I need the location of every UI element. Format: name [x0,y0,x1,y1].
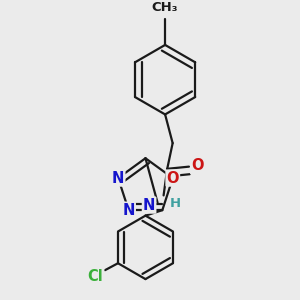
Text: Cl: Cl [88,269,103,284]
Text: O: O [191,158,204,173]
Text: N: N [122,203,135,218]
Text: N: N [143,198,155,213]
Text: N: N [112,171,124,186]
Text: O: O [167,171,179,186]
Text: H: H [170,197,181,210]
Text: CH₃: CH₃ [152,1,178,14]
